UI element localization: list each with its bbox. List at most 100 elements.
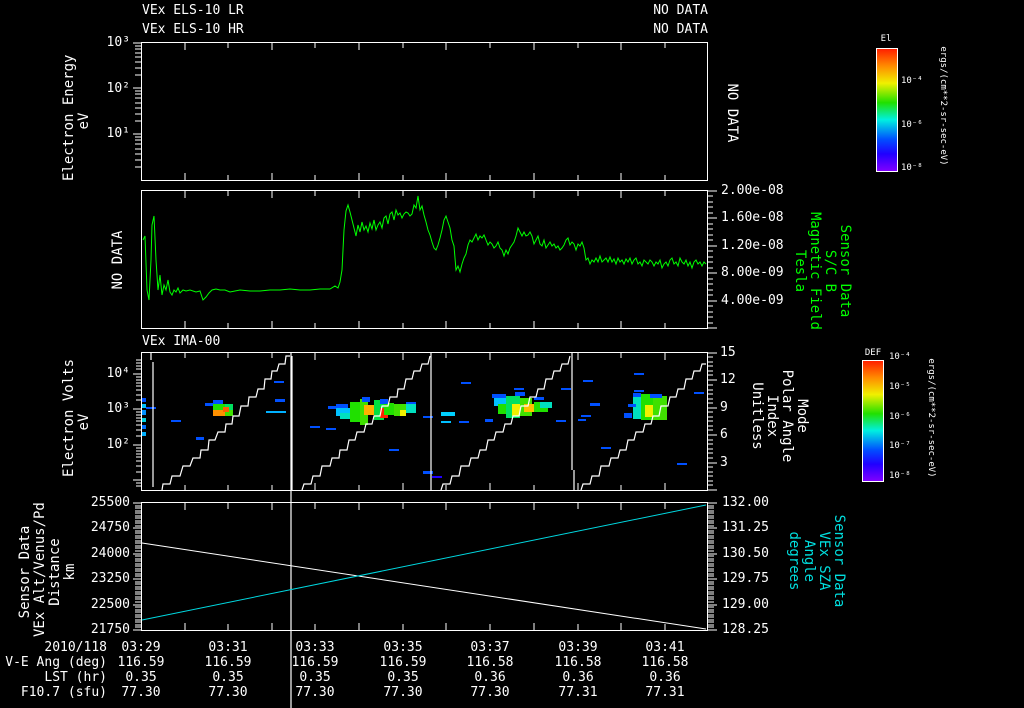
time-1: 03:31: [208, 640, 248, 655]
sza-ytick-1: 132.00: [722, 495, 769, 510]
orbit-panel-frame: [133, 502, 717, 631]
els-hr-status: NO DATA: [653, 22, 708, 37]
ima-right-ylabel-line1: Mode: [794, 399, 810, 433]
els-hr-title: VEx ELS-10 HR: [142, 22, 244, 37]
sza-ylabel-line3: Angle: [801, 539, 817, 583]
xrow-label-lst: LST (hr): [44, 670, 107, 685]
mag-ylabel-line1: Sensor Data: [837, 224, 853, 318]
f107-3: 77.30: [383, 685, 423, 700]
ima-colorbar-units: ergs/(cm**2-sr-sec-eV): [926, 358, 936, 478]
mag-ylabel-line3: Magnetic Field: [807, 211, 823, 330]
els-cbar-tick-3: 10⁻⁸: [901, 163, 923, 173]
els-lr-status: NO DATA: [653, 3, 708, 18]
time-2: 03:33: [295, 640, 335, 655]
f107-5: 77.31: [558, 685, 598, 700]
alt-ytick-5: 22500: [90, 597, 130, 612]
ve-ang-1: 116.59: [204, 655, 252, 670]
ima-right-ytick-9: 9: [720, 400, 728, 415]
ima-right-ytick-6: 6: [720, 427, 728, 442]
mag-ylabel: Sensor Data S/C B Magnetic Field Tesla: [790, 206, 853, 336]
ima-ytick-100: 10²: [106, 437, 130, 452]
f107-2: 77.30: [295, 685, 335, 700]
ima-right-ylabel: Mode Polar Angle Index Unitless: [747, 366, 810, 466]
lst-4: 0.36: [474, 670, 506, 685]
els-right-status: NO DATA: [724, 83, 740, 143]
alt-ylabel-line3: Distance: [47, 538, 63, 606]
els-ytick-100: 10²: [106, 81, 130, 96]
ima-right-ytick-15: 15: [720, 345, 736, 360]
sza-ytick-4: 129.75: [722, 571, 769, 586]
ima-ylabel-line2: eV: [76, 413, 92, 431]
f107-0: 77.30: [121, 685, 161, 700]
els-colorbar: [876, 48, 898, 172]
ima-ytick-10000: 10⁴: [106, 366, 130, 381]
lst-6: 0.36: [649, 670, 681, 685]
alt-ylabel-line2: VEx Alt/Venus/Pd: [32, 502, 48, 637]
time-4: 03:37: [470, 640, 510, 655]
sza-ylabel-line4: degrees: [786, 531, 802, 591]
lst-2: 0.35: [299, 670, 331, 685]
ve-ang-0: 116.59: [117, 655, 165, 670]
alt-ytick-3: 24000: [90, 546, 130, 561]
mag-left-status: NO DATA: [110, 230, 126, 290]
ima-cbar-tick-5: 10⁻⁸: [889, 471, 911, 481]
lst-0: 0.35: [125, 670, 157, 685]
ima-colorbar-label: DEF: [864, 348, 882, 358]
alt-ytick-2: 24750: [90, 520, 130, 535]
ima-ylabel-line1: Electron Volts: [61, 358, 77, 477]
ima-ytick-1000: 10³: [106, 401, 130, 416]
ve-ang-4: 116.58: [466, 655, 514, 670]
ve-ang-2: 116.59: [291, 655, 339, 670]
alt-ylabel-line1: Sensor Data: [17, 525, 33, 619]
ima-spectrogram: [142, 373, 704, 478]
time-3: 03:35: [383, 640, 423, 655]
mag-ytick-1: 2.00e-08: [721, 183, 784, 198]
alt-ytick-1: 25500: [90, 495, 130, 510]
time-5: 03:39: [558, 640, 598, 655]
els-lr-title: VEx ELS-10 LR: [142, 3, 244, 18]
lst-5: 0.36: [562, 670, 594, 685]
alt-ylabel-line4: km: [62, 563, 78, 581]
ima-panel-frame: [133, 352, 717, 491]
mag-ytick-3: 1.20e-08: [721, 238, 784, 253]
ima-right-ylabel-line3: Index: [764, 394, 780, 438]
ve-ang-6: 116.58: [641, 655, 689, 670]
mag-ylabel-line4: Tesla: [792, 249, 808, 293]
xrow-label-f107: F10.7 (sfu): [20, 685, 107, 700]
sza-ytick-3: 130.50: [722, 546, 769, 561]
els-ylabel: Electron Energy eV: [61, 55, 98, 181]
els-colorbar-label: El: [880, 34, 892, 44]
sza-ylabel-line1: Sensor Data: [831, 514, 847, 608]
els-cbar-tick-2: 10⁻⁶: [901, 120, 923, 130]
ima-right-ylabel-line2: Polar Angle: [779, 369, 795, 463]
els-ytick-1000: 10³: [106, 35, 130, 50]
mag-field-trace: [142, 195, 707, 301]
ima-cbar-tick-1: 10⁻⁴: [889, 352, 911, 362]
alt-ylabel: Sensor Data VEx Alt/Venus/Pd Distance km: [17, 502, 78, 637]
sza-line: [141, 504, 707, 621]
alt-ytick-6: 21750: [90, 622, 130, 637]
els-cbar-tick-1: 10⁻⁴: [901, 76, 923, 86]
ima-right-ylabel-line4: Unitless: [749, 382, 765, 450]
time-0: 03:29: [121, 640, 161, 655]
xrow-label-ve-ang: V-E Ang (deg): [5, 655, 107, 670]
ima-ylabel: Electron Volts eV: [61, 358, 98, 477]
time-6: 03:41: [645, 640, 685, 655]
els-ytick-10: 10¹: [106, 126, 130, 141]
f107-1: 77.30: [208, 685, 248, 700]
sza-ytick-2: 131.25: [722, 520, 769, 535]
lst-3: 0.35: [387, 670, 419, 685]
sza-ylabel-line2: VEx SZA: [816, 531, 832, 591]
ve-ang-3: 116.59: [379, 655, 427, 670]
alt-ytick-4: 23250: [90, 571, 130, 586]
f107-6: 77.31: [645, 685, 685, 700]
ima-title: VEx IMA-00: [142, 334, 221, 349]
ima-right-ytick-12: 12: [720, 372, 736, 387]
ima-cbar-tick-2: 10⁻⁵: [889, 382, 911, 392]
mag-panel-frame: [141, 190, 717, 329]
ima-right-ytick-3: 3: [720, 455, 728, 470]
sza-ylabel: Sensor Data VEx SZA Angle degrees: [784, 506, 847, 616]
mag-ytick-2: 1.60e-08: [721, 210, 784, 225]
lst-1: 0.35: [212, 670, 244, 685]
